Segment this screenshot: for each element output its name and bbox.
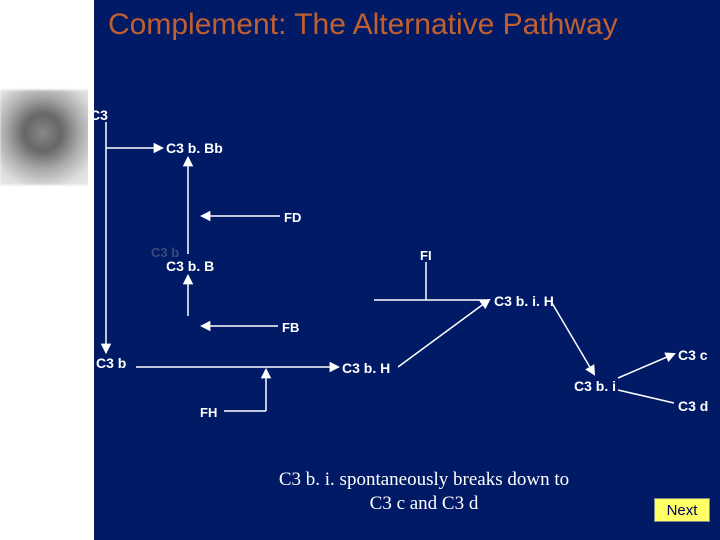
node-fi: FI <box>420 248 432 263</box>
node-c3b-faded: C3 b <box>151 245 179 260</box>
node-fb: FB <box>282 320 299 335</box>
node-c3b-i: C3 b. i <box>574 378 616 394</box>
background-cell-image <box>0 90 95 185</box>
caption-text: C3 b. i. spontaneously breaks down to C3… <box>234 468 614 516</box>
node-c3b-h: C3 b. H <box>342 360 390 376</box>
node-c3b-b: C3 b. B <box>166 258 214 274</box>
node-c3b-bb: C3 b. Bb <box>166 140 223 156</box>
slide-panel: Complement: The Alternative Pathway C3 C… <box>88 0 720 540</box>
next-button[interactable]: Next <box>654 498 710 522</box>
page-title: Complement: The Alternative Pathway <box>108 8 618 43</box>
node-c3b-i-h: C3 b. i. H <box>494 293 554 309</box>
node-c3: C3 <box>90 107 108 123</box>
caption-line-1: C3 b. i. spontaneously breaks down to <box>279 469 569 490</box>
caption-line-2: C3 c and C3 d <box>370 493 479 514</box>
node-c3b: C3 b <box>96 355 126 371</box>
node-c3c: C3 c <box>678 347 708 363</box>
node-c3d: C3 d <box>678 398 708 414</box>
node-fh: FH <box>200 405 217 420</box>
node-fd: FD <box>284 210 301 225</box>
